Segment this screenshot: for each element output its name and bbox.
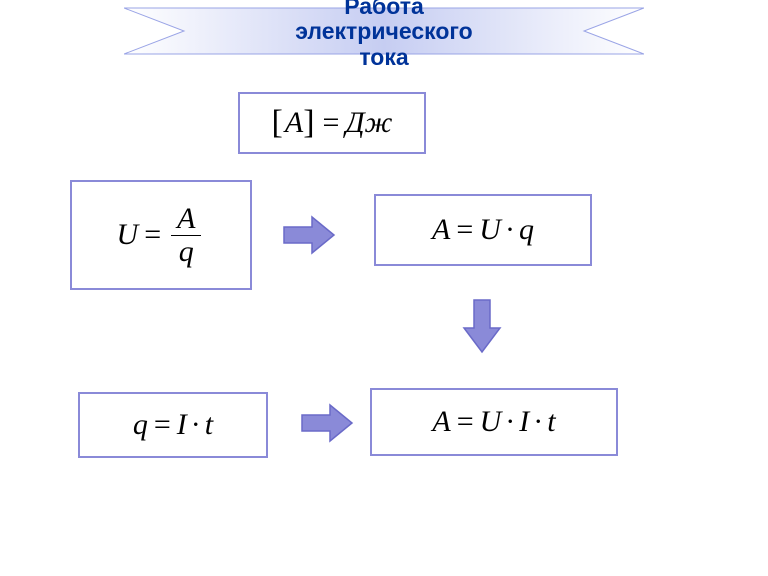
arrow-right-2 xyxy=(298,402,356,444)
eq-sign: = xyxy=(144,218,161,252)
units-var: A xyxy=(285,106,303,140)
work-uit-formula: A = U · I · t xyxy=(432,405,555,439)
banner-title: Работа электрического тока xyxy=(294,0,474,70)
voltage-fraction: A q xyxy=(171,203,201,267)
r2: t xyxy=(205,408,213,442)
work-uit-box: A = U · I · t xyxy=(370,388,618,456)
eq-sign: = xyxy=(323,106,340,140)
title-banner: Работа электрического тока xyxy=(124,0,644,62)
r2: I xyxy=(519,405,529,439)
dot: · xyxy=(191,408,201,442)
eq-sign: = xyxy=(154,408,171,442)
r1: I xyxy=(177,408,187,442)
r1: U xyxy=(479,213,501,247)
dot: · xyxy=(505,213,515,247)
bracket-open: [ xyxy=(272,104,283,142)
arrow-right-1 xyxy=(280,214,338,256)
voltage-lhs: U xyxy=(117,218,139,252)
lhs: A xyxy=(432,213,450,247)
units-formula: [ A ] = Дж xyxy=(272,104,393,142)
dot2: · xyxy=(533,405,543,439)
lhs: A xyxy=(432,405,450,439)
dot1: · xyxy=(505,405,515,439)
units-rhs: Дж xyxy=(345,106,392,140)
frac-num: A xyxy=(171,203,201,236)
frac-den: q xyxy=(173,236,200,268)
r3: t xyxy=(547,405,555,439)
charge-box: q = I · t xyxy=(78,392,268,458)
bracket-close: ] xyxy=(303,104,314,142)
r2: q xyxy=(519,213,534,247)
charge-formula: q = I · t xyxy=(133,408,213,442)
eq-sign: = xyxy=(457,405,474,439)
r1: U xyxy=(480,405,502,439)
voltage-formula: U = A q xyxy=(117,203,206,267)
arrow-down xyxy=(460,296,504,356)
work-uq-formula: A = U · q xyxy=(432,213,534,247)
lhs: q xyxy=(133,408,148,442)
voltage-box: U = A q xyxy=(70,180,252,290)
eq-sign: = xyxy=(456,213,473,247)
units-box: [ A ] = Дж xyxy=(238,92,426,154)
work-uq-box: A = U · q xyxy=(374,194,592,266)
